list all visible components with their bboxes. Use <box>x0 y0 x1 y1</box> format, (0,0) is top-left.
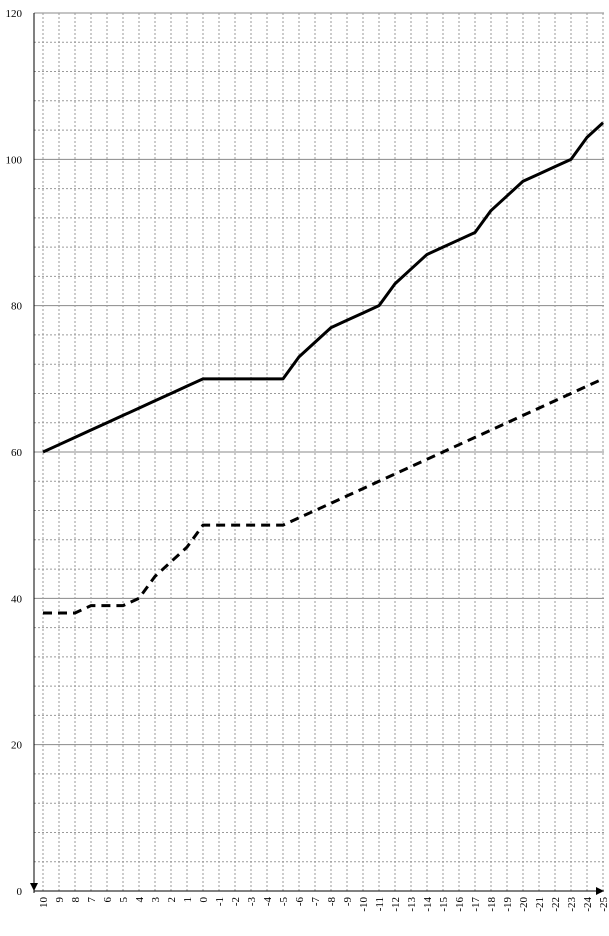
y-tick-label: 20 <box>11 740 23 752</box>
x-tick-label: -19 <box>502 897 514 912</box>
x-tick-label: -3 <box>246 897 258 907</box>
series-line-solid <box>42 121 605 454</box>
x-tick-label: -9 <box>342 897 354 907</box>
x-tick-label: 1 <box>182 897 194 903</box>
x-tick-label: -21 <box>534 897 546 912</box>
y-tick-label: 0 <box>17 886 23 898</box>
x-tick-label: -17 <box>470 897 482 912</box>
y-tick-label: 120 <box>6 8 23 20</box>
y-tick-label: 40 <box>11 593 23 605</box>
x-tick-label: -2 <box>230 897 242 906</box>
x-tick-label: -6 <box>294 897 306 907</box>
x-tick-label: 7 <box>86 897 98 903</box>
x-tick-label: 2 <box>166 897 178 903</box>
x-tick-label: -15 <box>438 897 450 912</box>
x-tick-label: 3 <box>150 897 162 903</box>
x-tick-label: -22 <box>550 897 562 912</box>
x-tick-label: -4 <box>262 897 274 907</box>
x-tick-label: -16 <box>454 897 466 912</box>
x-tick-label: -25 <box>598 897 609 912</box>
x-tick-label: 5 <box>118 897 130 903</box>
y-tick-label: 60 <box>11 447 23 459</box>
x-tick-label: -20 <box>518 897 530 912</box>
x-tick-label: 10 <box>38 897 50 909</box>
x-tick-label: 9 <box>54 897 66 903</box>
x-tick-label: -5 <box>278 897 290 907</box>
y-axis-arrow <box>30 883 38 891</box>
x-tick-label: 6 <box>102 897 114 903</box>
x-tick-label: 4 <box>134 897 146 903</box>
x-tick-label: -12 <box>390 897 402 912</box>
axes <box>30 13 604 895</box>
x-tick-label: -13 <box>406 897 418 912</box>
x-tick-label: -24 <box>582 897 594 912</box>
x-tick-label: -10 <box>358 897 370 912</box>
y-tick-label: 80 <box>11 301 23 313</box>
x-tick-label: -18 <box>486 897 498 912</box>
data-series <box>42 121 605 615</box>
gridlines <box>34 12 604 891</box>
series-line-dashed <box>43 377 604 615</box>
x-tick-label: 0 <box>198 897 210 903</box>
x-tick-label: -11 <box>374 897 386 911</box>
y-tick-label: 100 <box>6 154 23 166</box>
x-axis-arrow <box>596 887 604 895</box>
x-tick-label: -14 <box>422 897 434 912</box>
x-tick-label: -8 <box>326 897 338 907</box>
x-tick-label: -1 <box>214 897 226 906</box>
x-tick-label: -23 <box>566 897 578 912</box>
x-tick-label: 8 <box>70 897 82 903</box>
x-tick-label: -7 <box>310 897 322 907</box>
